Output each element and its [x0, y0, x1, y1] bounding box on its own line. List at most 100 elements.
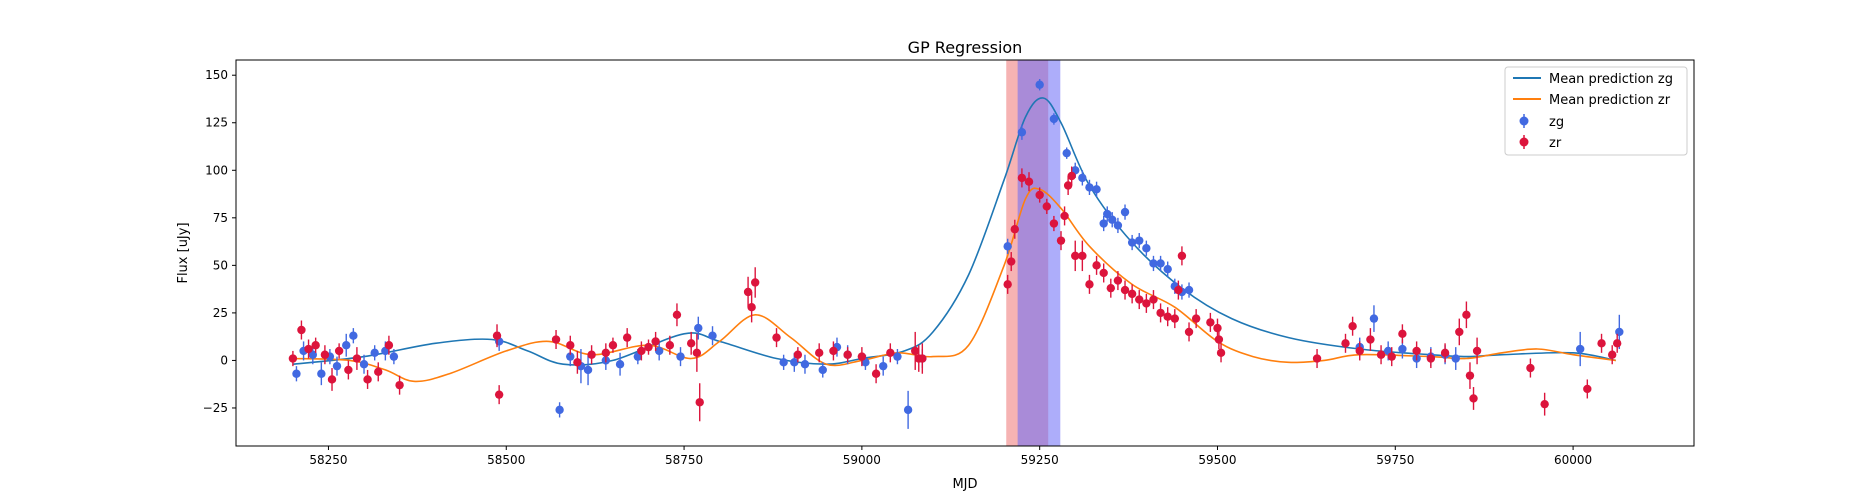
- point-zr: [918, 354, 927, 363]
- point-zr: [772, 333, 781, 342]
- point-zg: [1163, 264, 1172, 274]
- point-zg: [1049, 114, 1059, 124]
- point-zg: [1135, 236, 1144, 245]
- point-zg: [317, 369, 326, 378]
- y-axis-label: Flux [uJy]: [176, 222, 191, 283]
- point-zr: [311, 341, 320, 350]
- point-zr: [1174, 285, 1183, 295]
- point-zg: [308, 350, 318, 359]
- y-tick-label: 100: [205, 163, 228, 177]
- y-tick-label: 75: [213, 211, 228, 225]
- observations: [288, 79, 1624, 429]
- series-zr: [288, 166, 1622, 422]
- point-zr: [747, 302, 756, 312]
- point-zr: [793, 350, 803, 359]
- legend-label-zg: zg: [1549, 115, 1564, 130]
- point-zr: [1067, 171, 1076, 181]
- point-zr: [587, 350, 596, 359]
- point-zr: [327, 375, 337, 384]
- point-zr: [1213, 323, 1222, 333]
- point-zr: [1092, 261, 1101, 270]
- point-zr: [622, 333, 632, 342]
- x-axis-label: MJD: [952, 477, 977, 492]
- point-zr: [1170, 314, 1180, 323]
- point-zr: [1469, 394, 1478, 403]
- point-zg: [1092, 185, 1101, 194]
- point-zr: [551, 335, 561, 344]
- point-zr: [743, 287, 753, 297]
- point-zr: [1387, 352, 1396, 361]
- plot-area-frame: [235, 59, 1695, 447]
- point-zg: [1103, 209, 1112, 219]
- point-zr: [692, 348, 702, 358]
- point-zr: [829, 346, 838, 356]
- chart-title: GP Regression: [908, 38, 1023, 57]
- y-tick-label: 50: [213, 258, 228, 272]
- point-zr: [1597, 339, 1606, 348]
- point-zr: [1608, 350, 1617, 359]
- point-zr: [1191, 314, 1201, 323]
- line-mean-prediction-zr: [292, 187, 1616, 383]
- x-tick-label: 58250: [309, 453, 347, 467]
- shaded-region-1: [1017, 60, 1061, 446]
- point-zg: [1078, 173, 1087, 183]
- point-zg: [1003, 242, 1012, 251]
- point-zr: [1063, 181, 1073, 190]
- point-zr: [1060, 211, 1069, 221]
- point-zr: [573, 358, 582, 367]
- point-zr: [1085, 280, 1094, 289]
- line-mean-prediction-zg: [292, 97, 1616, 366]
- axes: 58250 58500 58750 59000 59250 59500 59750 60000…: [203, 68, 1593, 467]
- point-zg: [893, 352, 902, 361]
- y-tick-label: 150: [205, 68, 228, 82]
- point-zr: [1398, 329, 1407, 339]
- point-zg: [654, 346, 664, 356]
- point-zg: [903, 405, 913, 415]
- point-zr: [1049, 219, 1059, 228]
- point-zg: [1113, 221, 1123, 230]
- point-zr: [815, 348, 824, 358]
- point-zg: [349, 331, 358, 340]
- x-tick-label: 58500: [487, 453, 525, 467]
- legend-box: [1504, 66, 1688, 156]
- point-zr: [1465, 371, 1475, 380]
- point-zr: [1163, 312, 1172, 321]
- point-zr: [1376, 350, 1386, 359]
- point-zg: [615, 360, 625, 369]
- point-zg: [1085, 183, 1094, 192]
- point-zg: [779, 358, 788, 367]
- point-zr: [637, 346, 646, 356]
- point-zr: [1366, 335, 1375, 344]
- point-zg: [1142, 244, 1151, 253]
- point-zg: [359, 360, 369, 369]
- point-zg: [583, 365, 593, 375]
- point-zr: [1078, 251, 1087, 261]
- point-zr: [1472, 346, 1482, 356]
- point-zr: [304, 344, 313, 354]
- point-zr: [1024, 177, 1034, 186]
- x-tick-label: 59750: [1376, 453, 1414, 467]
- point-zr: [1099, 268, 1108, 278]
- point-zg: [566, 352, 575, 361]
- point-zg: [790, 358, 799, 367]
- point-zr: [651, 337, 660, 346]
- point-zg: [818, 365, 827, 375]
- point-zr: [911, 346, 920, 356]
- point-zr: [344, 365, 353, 375]
- point-zr: [492, 331, 502, 340]
- y-tick-label: 125: [205, 116, 228, 130]
- point-zr: [1540, 399, 1549, 409]
- point-zg: [800, 360, 810, 369]
- point-zr: [1010, 225, 1019, 234]
- point-zr: [843, 350, 852, 359]
- point-zr: [1612, 339, 1622, 348]
- point-zr: [1113, 276, 1123, 285]
- point-zr: [395, 380, 404, 390]
- point-zr: [672, 310, 682, 319]
- point-zr: [1149, 295, 1158, 304]
- point-zr: [384, 341, 394, 350]
- legend-label-zg-prediction: Mean prediction zg: [1549, 72, 1673, 87]
- point-zg: [292, 369, 301, 378]
